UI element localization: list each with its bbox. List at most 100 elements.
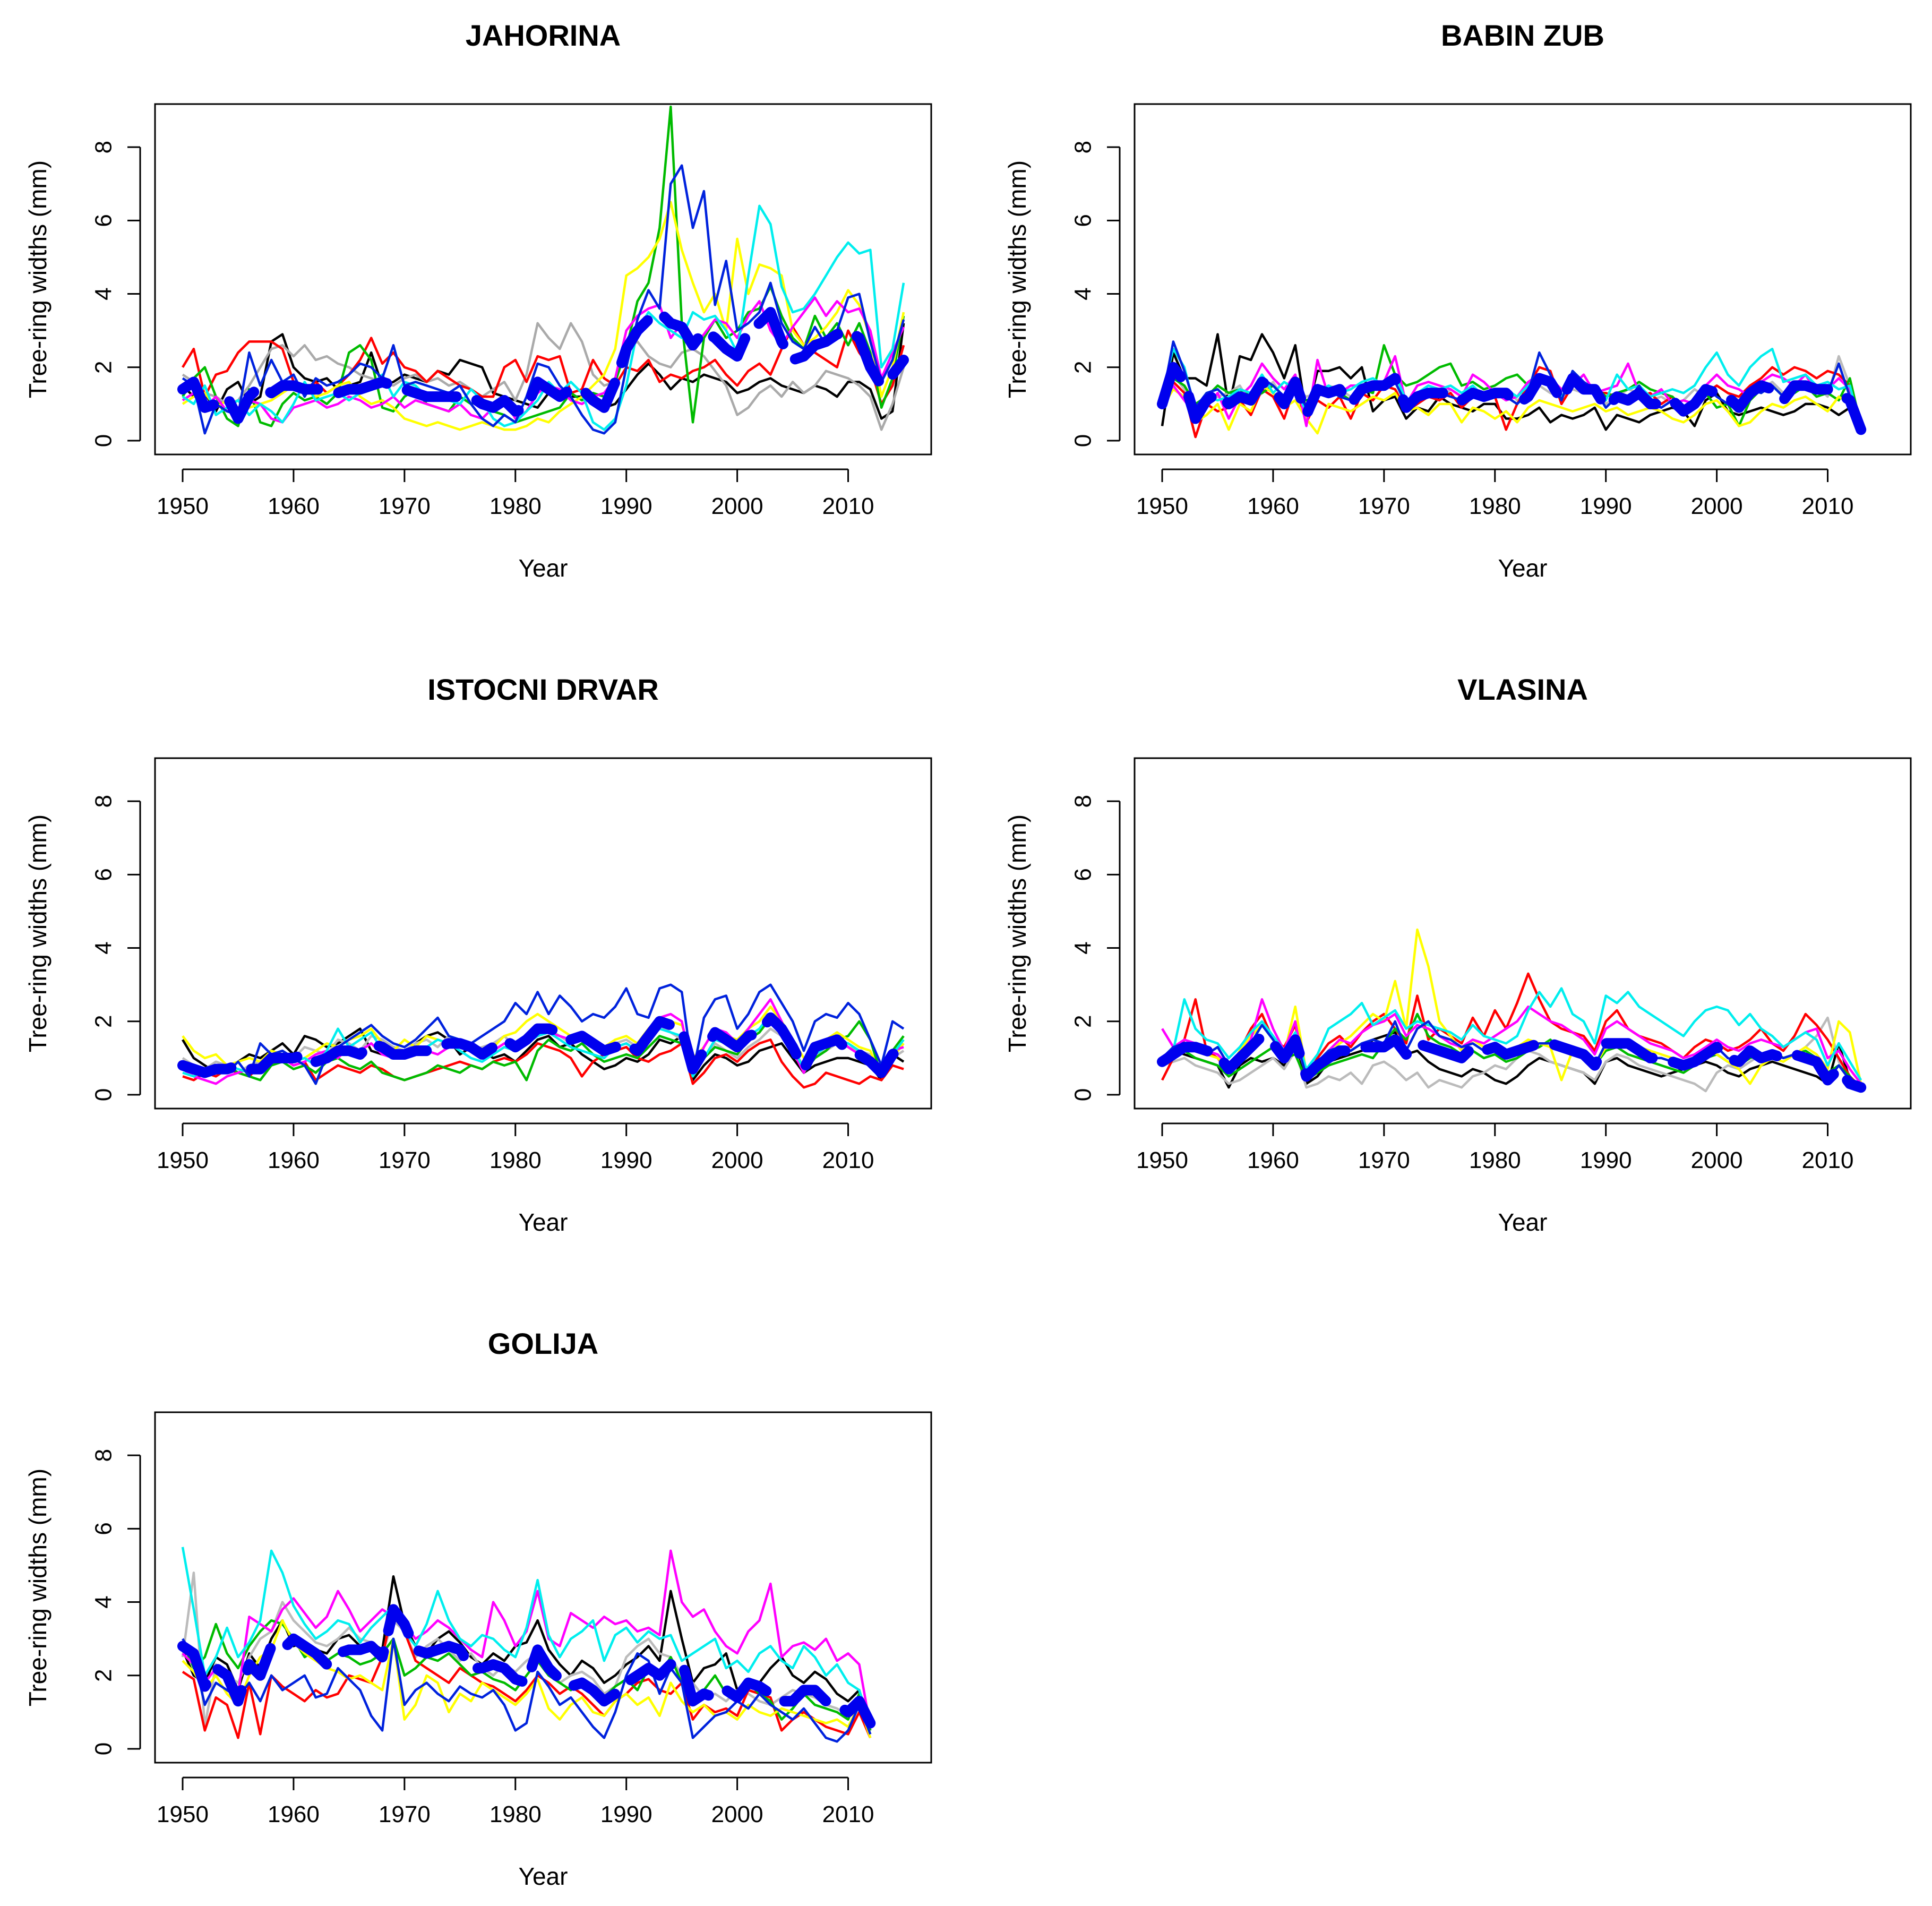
- series-line-s1: [1161, 1031, 1862, 1092]
- x-tick-label: 1990: [600, 1147, 652, 1173]
- y-tick-label: 0: [91, 434, 117, 447]
- y-tick-label: 8: [1070, 795, 1096, 808]
- plot-frame: [154, 103, 932, 456]
- plot-frame: [154, 757, 932, 1110]
- y-tick-label: 2: [1070, 1015, 1096, 1028]
- y-tick-label: 4: [1070, 941, 1096, 954]
- x-tick-label: 1980: [490, 1147, 542, 1173]
- y-tick-label: 4: [1070, 287, 1096, 300]
- x-axis-label: Year: [519, 1862, 568, 1890]
- chart-title: ISTOCNI DRVAR: [427, 673, 659, 706]
- x-tick-label: 1970: [379, 1147, 431, 1173]
- y-tick-label: 6: [91, 868, 117, 881]
- y-axis-label: Tree-ring widths (mm): [24, 160, 51, 398]
- series-line-s6: [182, 1549, 872, 1727]
- series-line-s1: [182, 323, 905, 420]
- mean-series-line: [177, 1012, 909, 1078]
- x-tick-label: 1970: [379, 493, 431, 519]
- series-line-s1: [182, 1027, 905, 1081]
- chart-panel-jahorina: JAHORINA 1950 1960 1970 1980 1990 2000 2010 0 2 4 6…: [24, 19, 932, 582]
- y-tick-label: 2: [91, 1015, 117, 1028]
- series-line-s6: [1161, 998, 1862, 1085]
- chart-title: JAHORINA: [466, 19, 621, 52]
- chart-title: GOLIJA: [488, 1327, 598, 1360]
- y-tick-label: 6: [1070, 868, 1096, 881]
- y-tick-label: 6: [91, 1522, 117, 1535]
- y-axis-label: Tree-ring widths (mm): [24, 814, 51, 1052]
- x-tick-label: 1990: [1580, 1147, 1632, 1173]
- x-tick-label: 1950: [157, 1801, 209, 1827]
- y-tick-label: 0: [91, 1088, 117, 1101]
- series-line-s8: [182, 1637, 872, 1743]
- series-line-s1: [181, 1575, 872, 1731]
- x-tick-label: 1980: [1469, 1147, 1521, 1173]
- x-tick-label: 2010: [1802, 1147, 1854, 1173]
- x-tick-label: 1950: [1136, 1147, 1188, 1173]
- mean-series-line: [177, 1604, 876, 1729]
- plot-frame: [154, 1411, 932, 1764]
- x-axis-label: Year: [1498, 1208, 1548, 1236]
- y-axis-label: Tree-ring widths (mm): [1003, 160, 1031, 398]
- x-axis-label: Year: [1498, 554, 1548, 582]
- series-line-s4: [182, 105, 905, 427]
- x-tick-label: 2000: [711, 1147, 763, 1173]
- series-line-s2: [182, 322, 905, 431]
- x-tick-label: 1960: [268, 1801, 320, 1827]
- x-tick-label: 1990: [600, 493, 652, 519]
- x-tick-label: 1960: [268, 493, 320, 519]
- x-tick-label: 1950: [157, 1147, 209, 1173]
- mean-series-line: [1157, 362, 1867, 435]
- x-tick-label: 1970: [379, 1801, 431, 1827]
- x-tick-label: 1950: [157, 493, 209, 519]
- y-tick-label: 8: [91, 1449, 117, 1462]
- x-tick-label: 2000: [1691, 1147, 1743, 1173]
- y-axis-label: Tree-ring widths (mm): [1003, 814, 1031, 1052]
- chart-title: BABIN ZUB: [1441, 19, 1604, 52]
- y-tick-label: 6: [1070, 214, 1096, 227]
- x-tick-label: 2000: [711, 493, 763, 519]
- x-tick-label: 2010: [822, 493, 874, 519]
- x-tick-label: 1970: [1358, 493, 1410, 519]
- x-tick-label: 1990: [1580, 493, 1632, 519]
- y-tick-label: 4: [91, 941, 117, 954]
- series-line-s3: [1161, 366, 1862, 439]
- chart-panel-babin-zub: BABIN ZUB 1950 1960 1970 1980 1990 2000 2010 0 2 4…: [1003, 19, 1912, 582]
- x-tick-label: 2010: [822, 1801, 874, 1827]
- x-tick-label: 1990: [600, 1801, 652, 1827]
- y-tick-label: 6: [91, 214, 117, 227]
- series-line-s2: [1162, 1016, 1862, 1093]
- y-tick-label: 2: [91, 361, 117, 374]
- series-line-s8: [182, 983, 905, 1085]
- x-tick-label: 1980: [1469, 493, 1521, 519]
- y-tick-label: 0: [1070, 434, 1096, 447]
- x-tick-label: 2000: [711, 1801, 763, 1827]
- x-axis-label: Year: [519, 1208, 568, 1236]
- x-tick-label: 1950: [1136, 493, 1188, 519]
- y-tick-label: 2: [91, 1669, 117, 1682]
- x-axis-label: Year: [519, 554, 568, 582]
- chart-panel-vlasina: VLASINA 1950 1960 1970 1980 1990 2000 2010 0 2 4 6 8…: [1003, 673, 1912, 1236]
- x-tick-label: 1960: [268, 1147, 320, 1173]
- mean-series-line: [1157, 1031, 1867, 1093]
- x-tick-label: 1970: [1358, 1147, 1410, 1173]
- plot-frame: [1134, 103, 1912, 456]
- y-tick-label: 2: [1070, 361, 1096, 374]
- y-tick-label: 0: [1070, 1088, 1096, 1101]
- x-tick-label: 1980: [490, 1801, 542, 1827]
- y-tick-label: 0: [91, 1742, 117, 1755]
- y-tick-label: 8: [1070, 141, 1096, 153]
- chart-panel-golija: GOLIJA 1950 1960 1970 1980 1990 2000 2010 0 2 4 6 8 Y…: [24, 1327, 932, 1890]
- y-tick-label: 8: [91, 141, 117, 153]
- x-tick-label: 1960: [1247, 1147, 1299, 1173]
- x-tick-label: 2000: [1691, 493, 1743, 519]
- y-axis-label: Tree-ring widths (mm): [24, 1469, 51, 1706]
- series-line-s3: [182, 1604, 872, 1739]
- y-tick-label: 4: [91, 287, 117, 300]
- chart-title: VLASINA: [1457, 673, 1588, 706]
- y-tick-label: 4: [91, 1595, 117, 1608]
- mean-series-line: [177, 307, 909, 424]
- series-line-s7: [181, 1547, 872, 1724]
- x-tick-label: 2010: [1802, 493, 1854, 519]
- x-tick-label: 2010: [822, 1147, 874, 1173]
